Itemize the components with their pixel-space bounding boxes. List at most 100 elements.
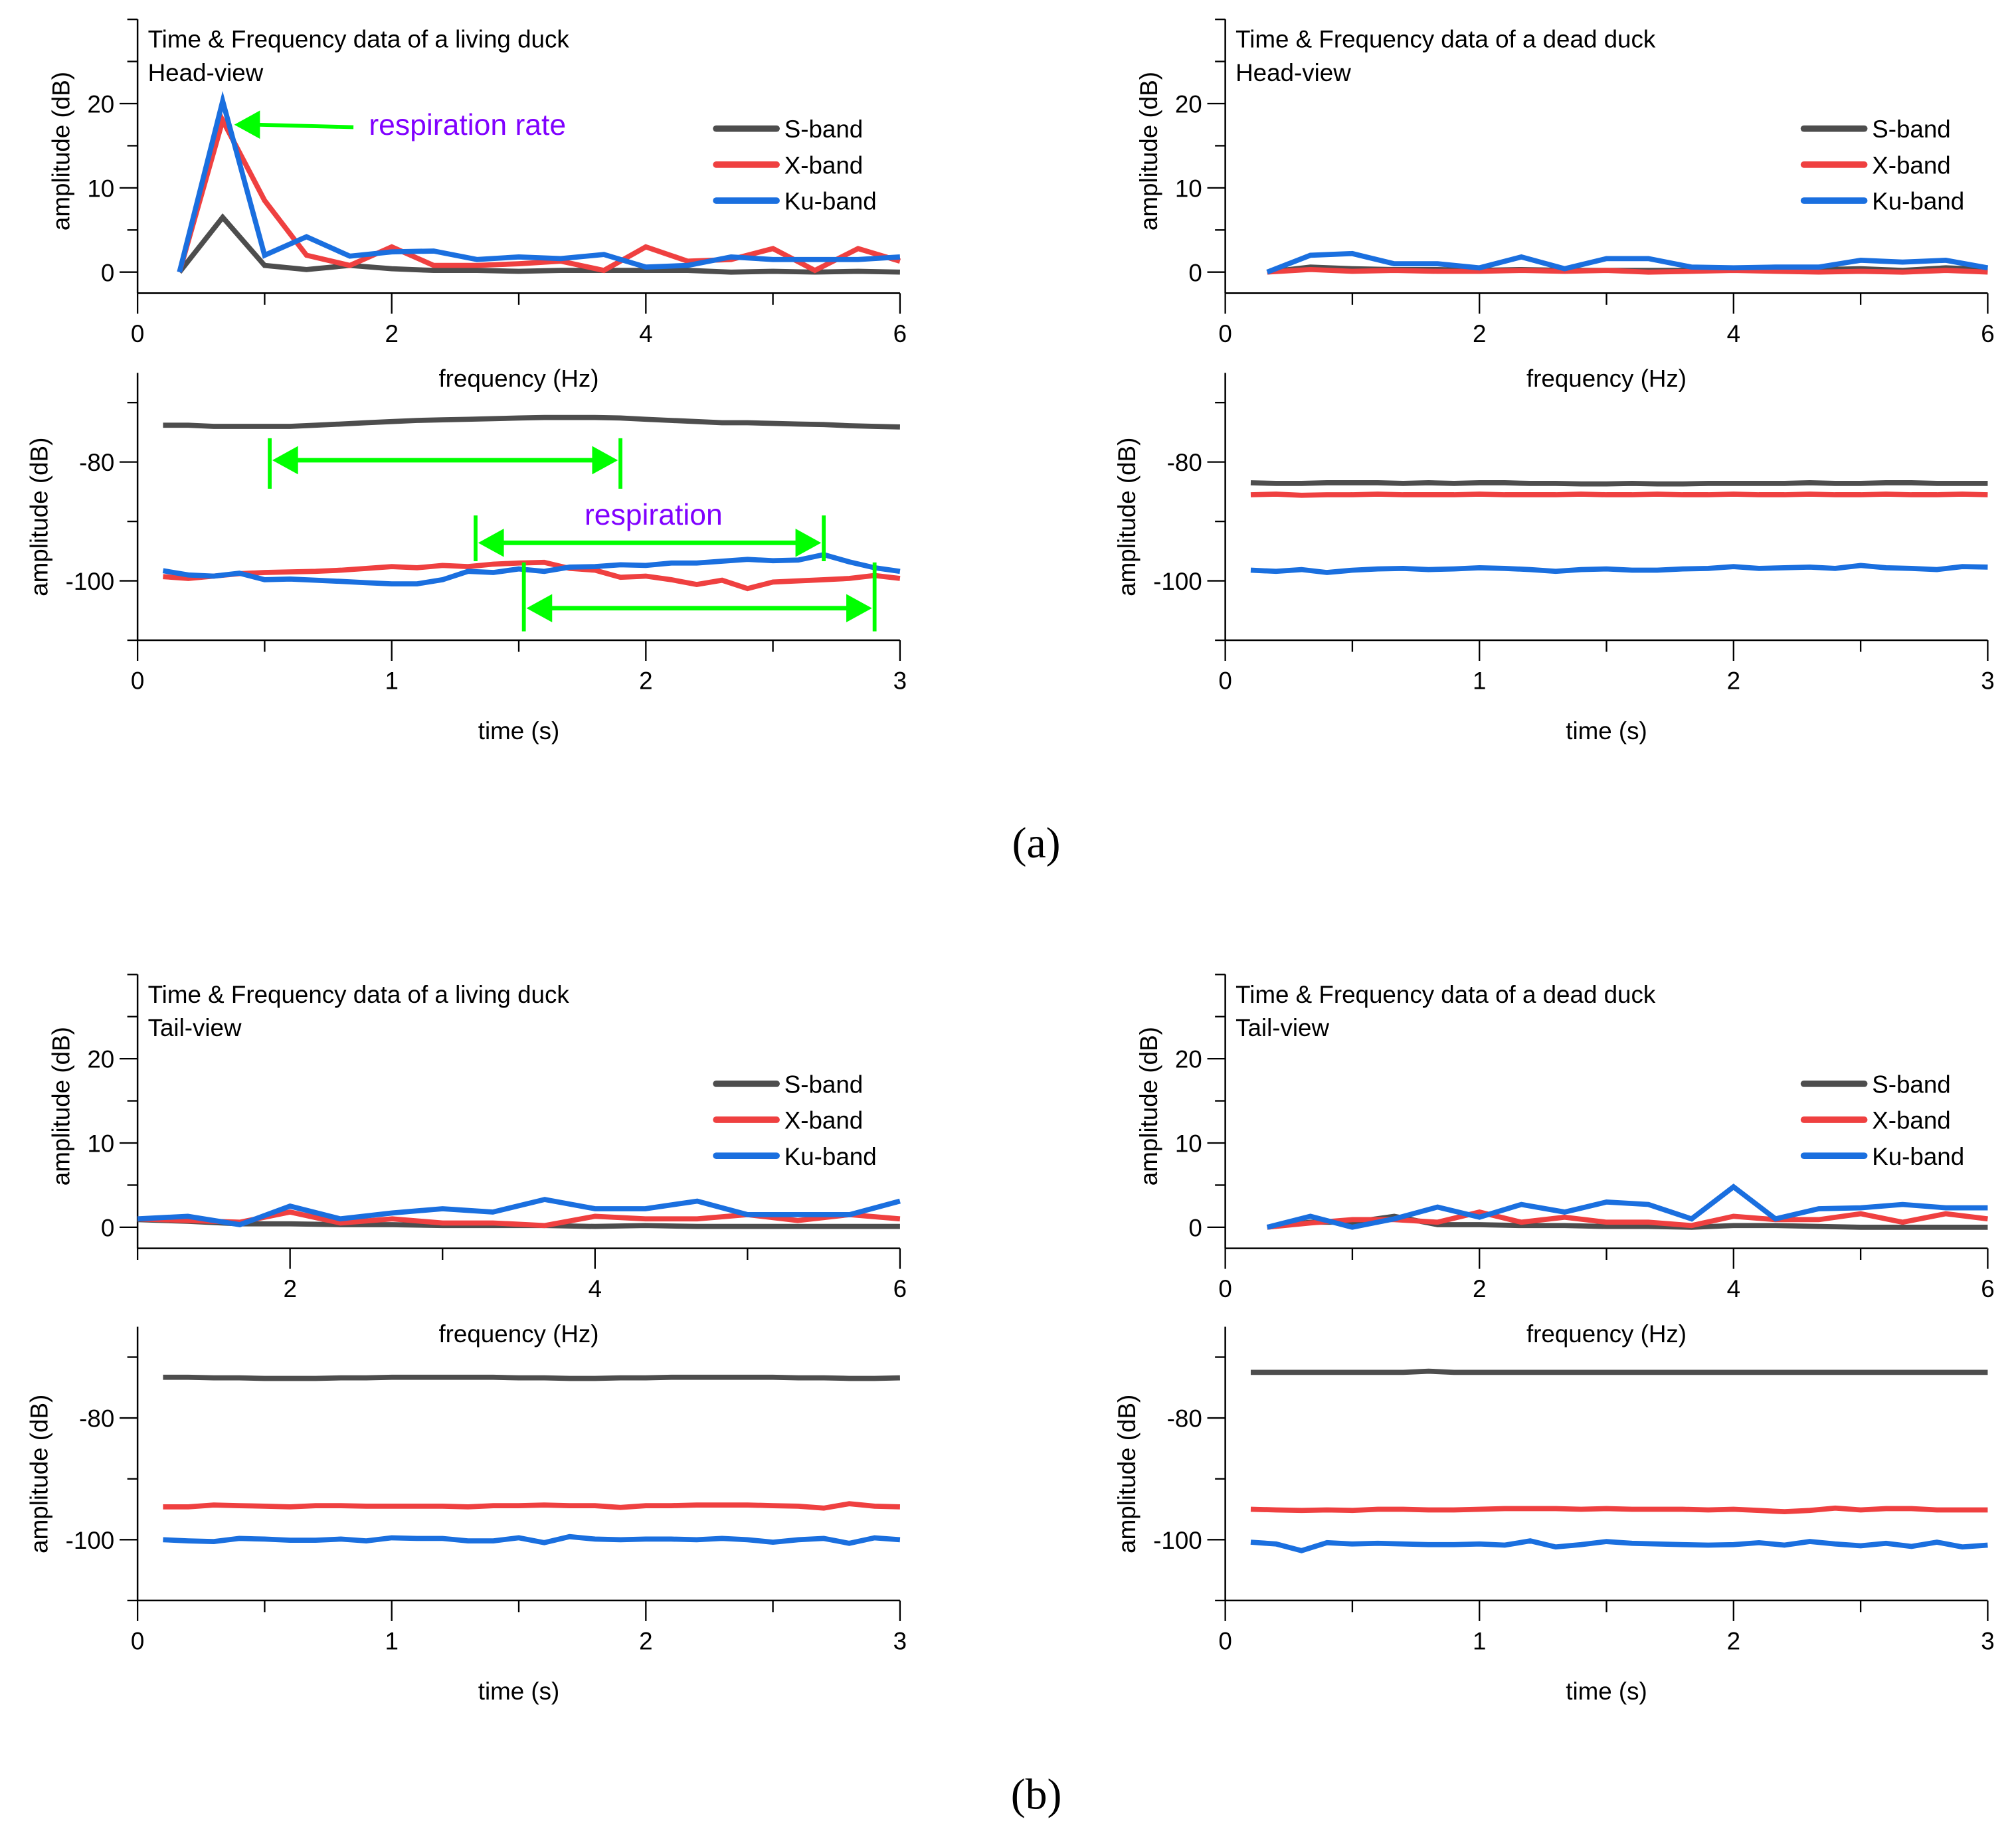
chart-a-living-freq: 0 2 4 6 0 10 20 frequency (Hz) amplitude (dB) Tim… xyxy=(48,18,907,393)
x-tick-label: 0 xyxy=(1218,1627,1232,1654)
y-tick-label: 10 xyxy=(1175,175,1202,202)
annotation-arrowhead-right xyxy=(846,594,872,623)
annotation-arrowhead-right xyxy=(592,446,618,475)
legend-label: X-band xyxy=(1872,1107,1951,1134)
series-line-x-band xyxy=(163,559,901,592)
x-tick-label: 1 xyxy=(1473,667,1486,695)
annotation-arrowhead xyxy=(234,110,260,139)
series-line-s-band xyxy=(177,213,900,275)
figure-label-b: (b) xyxy=(1011,1770,1062,1818)
y-tick-label: 0 xyxy=(101,1214,114,1241)
y-tick-label: -100 xyxy=(66,1527,115,1554)
chart-a-dead-freq: 0 2 4 6 0 10 20 frequency (Hz) amplitude (dB) Tim… xyxy=(1135,18,1995,393)
x-tick-label: 2 xyxy=(1727,1627,1740,1654)
series-line-ku-band xyxy=(137,1197,901,1227)
x-axis-label: frequency (Hz) xyxy=(438,365,598,393)
y-tick-label: -80 xyxy=(1167,1405,1202,1433)
x-tick-label: 1 xyxy=(385,1627,398,1654)
x-axis-label: frequency (Hz) xyxy=(438,1320,598,1348)
x-tick-label: 6 xyxy=(1981,1275,1994,1302)
series-line-ku-band xyxy=(163,1534,901,1546)
annotation-arrowhead-left xyxy=(478,529,504,557)
chart-a-dead-time: 0 1 2 3 -80 -100 time (s) amplitude (dB) xyxy=(1113,373,1995,745)
x-tick-label: 6 xyxy=(893,320,907,347)
y-axis-label: amplitude (dB) xyxy=(1113,1395,1141,1553)
y-axis-label: amplitude (dB) xyxy=(1135,1027,1162,1185)
series-line-x-band xyxy=(1267,266,1988,275)
x-tick-label: 1 xyxy=(1473,1627,1486,1654)
chart-title: Time & Frequency data of a living duck xyxy=(148,26,570,53)
x-tick-label: 0 xyxy=(1218,667,1232,695)
x-tick-label: 1 xyxy=(385,667,398,695)
chart-b-dead-time: 0 1 2 3 -80 -100 time (s) amplitude (dB) xyxy=(1113,1326,1995,1705)
legend-label: Ku-band xyxy=(1872,188,1964,215)
chart-subtitle: Head-view xyxy=(148,59,264,86)
y-axis-label: amplitude (dB) xyxy=(26,438,53,596)
y-tick-label: 20 xyxy=(87,91,114,118)
series-line-ku-band xyxy=(1250,1538,1988,1553)
y-tick-label: -100 xyxy=(1153,1527,1202,1554)
x-tick-label: 4 xyxy=(589,1275,602,1302)
annotation-arrowhead-left xyxy=(272,446,298,475)
chart-subtitle: Head-view xyxy=(1236,59,1351,86)
annotation-arrowhead-right xyxy=(795,529,822,557)
annotation-arrowhead-left xyxy=(526,594,553,623)
annotation-arrow-line xyxy=(257,122,354,130)
x-tick-label: 4 xyxy=(1727,320,1740,347)
y-tick-label: -80 xyxy=(79,449,114,476)
x-tick-label: 2 xyxy=(1473,1275,1486,1302)
series-line-x-band xyxy=(1250,1505,1988,1515)
x-tick-label: 3 xyxy=(1981,1627,1994,1654)
x-tick-label: 3 xyxy=(893,1627,907,1654)
x-tick-label: 2 xyxy=(639,667,652,695)
x-axis-label: frequency (Hz) xyxy=(1526,365,1687,393)
x-tick-label: 4 xyxy=(1727,1275,1740,1302)
x-tick-label: 3 xyxy=(893,667,907,695)
annotation: respiration xyxy=(474,499,826,562)
series-line-ku-band xyxy=(177,90,901,273)
x-tick-label: 0 xyxy=(1218,320,1232,347)
chart-a-living-time: 0 1 2 3 -80 -100 time (s) amplitude (dB) respira… xyxy=(26,373,907,745)
x-tick-label: 0 xyxy=(1218,1275,1232,1302)
y-tick-label: 10 xyxy=(87,175,114,202)
series-line-s-band xyxy=(163,414,901,430)
y-tick-label: -80 xyxy=(1167,449,1202,476)
series-line-ku-band xyxy=(1266,1184,1988,1230)
y-tick-label: 0 xyxy=(101,259,114,286)
y-axis-label: amplitude (dB) xyxy=(26,1395,53,1553)
series-line-s-band xyxy=(1250,480,1988,487)
series-line-x-band xyxy=(177,113,901,274)
x-axis-label: frequency (Hz) xyxy=(1526,1320,1687,1348)
legend-label: Ku-band xyxy=(1872,1143,1964,1170)
legend: S-band X-band Ku-band xyxy=(1800,116,1964,215)
x-tick-label: 2 xyxy=(639,1627,652,1654)
x-tick-label: 6 xyxy=(1981,320,1994,347)
x-tick-label: 3 xyxy=(1981,667,1994,695)
annotation-text: respiration xyxy=(585,499,723,531)
legend-label: X-band xyxy=(784,1107,864,1134)
legend-label: X-band xyxy=(1872,151,1951,179)
x-tick-label: 2 xyxy=(283,1275,296,1302)
series-line-x-band xyxy=(163,1501,901,1511)
annotation: respiration rate xyxy=(234,109,566,141)
x-tick-label: 0 xyxy=(131,1627,144,1654)
x-axis-label: time (s) xyxy=(1566,1678,1647,1705)
y-tick-label: -80 xyxy=(79,1405,114,1433)
y-tick-label: 10 xyxy=(1175,1130,1202,1158)
legend-label: S-band xyxy=(1872,1071,1951,1098)
x-tick-label: 2 xyxy=(1727,667,1740,695)
x-axis-label: time (s) xyxy=(1566,717,1647,745)
legend: S-band X-band Ku-band xyxy=(1800,1071,1964,1170)
y-axis-label: amplitude (dB) xyxy=(1113,438,1141,596)
series-line-ku-band xyxy=(162,552,901,586)
y-tick-label: -100 xyxy=(66,568,115,595)
series-line-ku-band xyxy=(1250,563,1988,575)
x-tick-label: 6 xyxy=(893,1275,907,1302)
chart-title: Time & Frequency data of a dead duck xyxy=(1236,981,1656,1008)
x-tick-label: 2 xyxy=(385,320,398,347)
chart-title: Time & Frequency data of a dead duck xyxy=(1236,26,1656,53)
x-axis-label: time (s) xyxy=(478,717,560,745)
legend-label: S-band xyxy=(1872,116,1951,143)
y-tick-label: 10 xyxy=(87,1130,114,1158)
